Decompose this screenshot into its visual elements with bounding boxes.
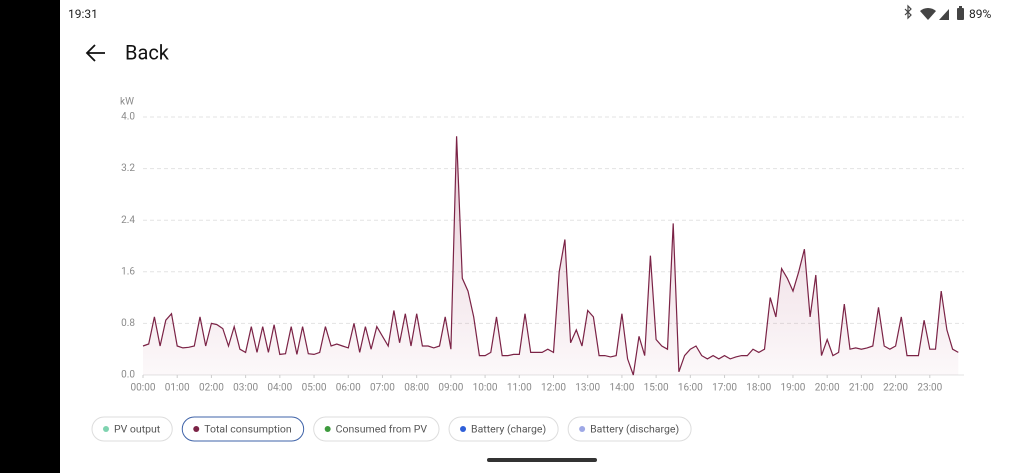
legend-chip[interactable]: Battery (discharge) — [567, 416, 692, 442]
x-tick-label: 23:00 — [917, 383, 942, 394]
chip-bg[interactable] — [313, 416, 440, 442]
legend-chip[interactable]: Consumed from PV — [313, 416, 440, 442]
status-battery: 89% — [969, 7, 991, 21]
home-indicator — [487, 458, 597, 462]
chip-label[interactable]: Battery (charge) — [471, 422, 546, 435]
y-tick-label: 0.0 — [121, 370, 135, 381]
status-icons — [904, 4, 964, 20]
chip-label[interactable]: Total consumption — [204, 422, 292, 435]
back-arrow[interactable] — [85, 44, 105, 62]
x-tick-label: 10:00 — [473, 383, 498, 394]
x-tick-label: 05:00 — [302, 383, 327, 394]
y-tick-label: 3.2 — [121, 163, 135, 174]
x-tick-label: 20:00 — [815, 383, 840, 394]
chip-swatch[interactable] — [193, 426, 200, 432]
x-tick-label: 18:00 — [746, 383, 771, 394]
x-tick-label: 06:00 — [336, 383, 361, 394]
area — [143, 136, 959, 375]
x-tick-label: 02:00 — [199, 383, 224, 394]
status-time: 19:31 — [68, 7, 98, 21]
x-tick-label: 17:00 — [712, 383, 737, 394]
back-button[interactable]: Back — [85, 40, 170, 64]
x-tick-label: 12:00 — [541, 383, 566, 394]
line — [142, 136, 959, 376]
back-label[interactable]: Back — [125, 40, 170, 64]
legend-chip[interactable]: Battery (charge) — [448, 416, 559, 442]
y-tick-label: 2.4 — [121, 215, 135, 226]
chip-bg[interactable] — [91, 416, 173, 442]
x-tick-label: 22:00 — [883, 383, 908, 394]
x-tick-label: 13:00 — [575, 383, 600, 394]
chip-bg[interactable] — [181, 416, 305, 442]
x-tick-label: 16:00 — [678, 383, 703, 394]
x-tick-label: 03:00 — [233, 383, 258, 394]
x-tick-label: 01:00 — [165, 383, 190, 394]
x-tick-label: 21:00 — [849, 383, 874, 394]
chip-swatch[interactable] — [579, 426, 586, 432]
chip-swatch[interactable] — [103, 426, 109, 432]
x-tick-label: 08:00 — [404, 383, 429, 394]
chip-label[interactable]: PV output — [114, 422, 161, 435]
y-tick-label: 1.6 — [121, 266, 135, 277]
y-tick-label: 4.0 — [121, 112, 135, 123]
app-background — [60, 0, 1024, 473]
chip-label[interactable]: Battery (discharge) — [590, 422, 679, 435]
y-tick-label: 0.8 — [121, 318, 135, 329]
x-tick-label: 07:00 — [370, 383, 395, 394]
legend-chip[interactable]: Total consumption — [181, 416, 305, 442]
x-tick-label: 14:00 — [609, 383, 634, 394]
chip-bg[interactable] — [567, 416, 692, 442]
x-tick-label: 04:00 — [267, 383, 292, 394]
x-tick-label: 19:00 — [781, 383, 806, 394]
chip-label[interactable]: Consumed from PV — [336, 422, 428, 435]
x-tick-label: 11:00 — [507, 383, 532, 394]
x-tick-label: 09:00 — [438, 383, 463, 394]
x-tick-label: 15:00 — [644, 383, 669, 394]
chip-bg[interactable] — [448, 416, 559, 442]
chip-swatch[interactable] — [460, 426, 467, 432]
x-tick-label: 00:00 — [131, 383, 156, 394]
chip-swatch[interactable] — [324, 426, 331, 432]
y-unit: kW — [120, 97, 134, 108]
legend-chip[interactable]: PV output — [91, 416, 173, 442]
